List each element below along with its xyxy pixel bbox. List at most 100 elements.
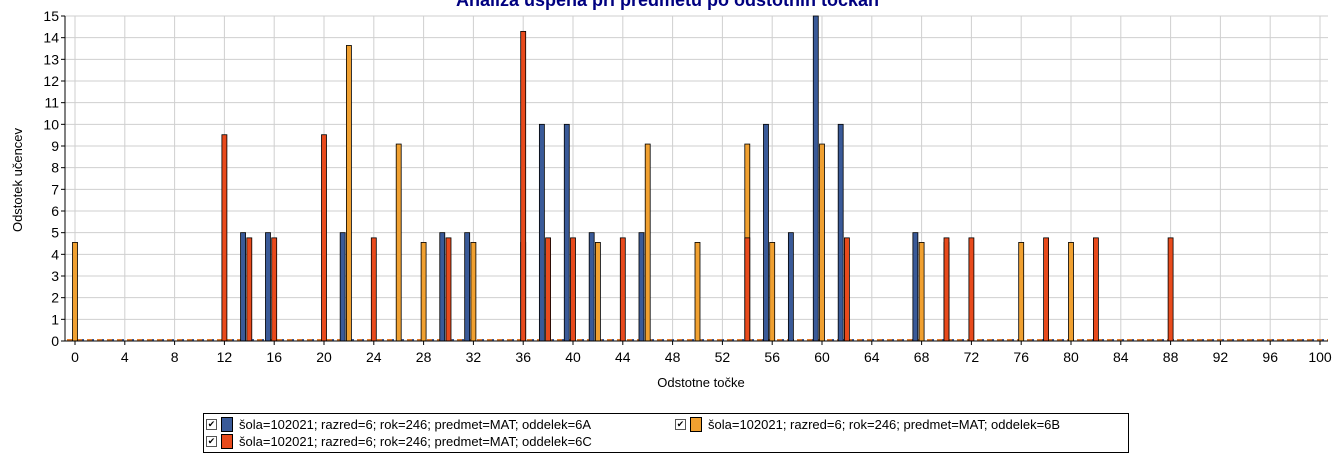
bar bbox=[844, 237, 850, 342]
bar bbox=[439, 232, 446, 342]
bar bbox=[787, 232, 794, 342]
bar bbox=[520, 30, 527, 342]
x-tick-labels: 0 4 8 12 16 20 24 28 32 36 40 44 48 52 56 60 64 68 72 76 80 8… bbox=[71, 349, 1332, 365]
x-tick-label: 16 bbox=[266, 349, 282, 365]
x-tick-label: 20 bbox=[316, 349, 332, 365]
bar bbox=[72, 242, 78, 342]
bar bbox=[370, 237, 377, 342]
x-tick-label: 0 bbox=[71, 349, 79, 365]
y-tick-label: 12 bbox=[43, 73, 59, 89]
bar bbox=[445, 237, 452, 342]
y-tick-label: 11 bbox=[44, 95, 59, 111]
y-tick-label: 2 bbox=[51, 290, 59, 306]
x-tick-label: 24 bbox=[366, 349, 382, 365]
x-tick-label: 44 bbox=[615, 349, 631, 365]
legend-item-6b[interactable]: ✔ šola=102021; razred=6; rok=246; predme… bbox=[675, 416, 1060, 433]
bar bbox=[912, 232, 919, 342]
x-tick-label: 84 bbox=[1113, 349, 1129, 365]
bar bbox=[1018, 242, 1025, 342]
bar bbox=[943, 237, 950, 342]
bar bbox=[588, 232, 595, 342]
bar bbox=[763, 123, 769, 342]
y-tick-label: 13 bbox=[43, 51, 59, 67]
y-tick-label: 9 bbox=[51, 138, 59, 154]
legend-label-6a: šola=102021; razred=6; rok=246; predmet=… bbox=[239, 417, 592, 432]
bar bbox=[470, 242, 477, 342]
legend-swatch-6a bbox=[221, 417, 233, 432]
y-tick-label: 0 bbox=[51, 333, 59, 349]
bar bbox=[395, 143, 402, 342]
x-tick-label: 28 bbox=[416, 349, 432, 365]
bar bbox=[812, 15, 819, 342]
bar bbox=[744, 237, 751, 342]
bar bbox=[570, 237, 576, 342]
bar bbox=[321, 134, 327, 342]
x-tick-label: 64 bbox=[864, 349, 880, 365]
y-tick-label: 1 bbox=[51, 311, 59, 327]
legend-label-6b: šola=102021; razred=6; rok=246; predmet=… bbox=[708, 417, 1061, 432]
x-tick-label: 76 bbox=[1013, 349, 1029, 365]
x-tick-label: 36 bbox=[515, 349, 531, 365]
y-tick-label: 5 bbox=[51, 225, 59, 241]
legend-label-6c: šola=102021; razred=6; rok=246; predmet=… bbox=[239, 434, 592, 449]
bar bbox=[240, 232, 246, 342]
bar bbox=[265, 232, 271, 342]
y-tick-label: 4 bbox=[51, 246, 59, 262]
chart-title: Analiza uspeha pri predmetu po odstotnih… bbox=[455, 0, 880, 10]
bar bbox=[619, 237, 626, 342]
y-tick-label: 8 bbox=[51, 160, 59, 176]
x-tick-label: 68 bbox=[914, 349, 930, 365]
bar bbox=[538, 123, 545, 342]
bar bbox=[246, 237, 253, 342]
bar bbox=[1167, 237, 1174, 342]
x-tick-label: 32 bbox=[466, 349, 482, 365]
bar bbox=[1093, 237, 1099, 342]
legend-checkbox-6c[interactable]: ✔ bbox=[206, 436, 217, 447]
bar bbox=[968, 237, 975, 342]
legend: ✔ šola=102021; razred=6; rok=246; predme… bbox=[203, 413, 1129, 453]
x-tick-label: 88 bbox=[1163, 349, 1179, 365]
legend-item-6a[interactable]: ✔ šola=102021; razred=6; rok=246; predme… bbox=[206, 416, 591, 433]
bar bbox=[918, 242, 925, 342]
bar bbox=[271, 237, 278, 342]
bar bbox=[345, 45, 352, 342]
x-tick-label: 80 bbox=[1063, 349, 1079, 365]
axes bbox=[61, 15, 1328, 345]
bar bbox=[221, 134, 228, 342]
bar bbox=[1068, 242, 1074, 342]
bar bbox=[595, 242, 601, 342]
y-tick-label: 15 bbox=[43, 8, 59, 24]
x-tick-label: 52 bbox=[715, 349, 731, 365]
bar bbox=[1043, 237, 1049, 342]
legend-checkbox-6a[interactable]: ✔ bbox=[206, 419, 217, 430]
x-tick-label: 40 bbox=[565, 349, 581, 365]
x-tick-label: 96 bbox=[1262, 349, 1278, 365]
legend-swatch-6b bbox=[690, 417, 702, 432]
bar bbox=[837, 123, 844, 342]
y-tick-label: 10 bbox=[43, 116, 59, 132]
y-axis-label: Odstotek učencev bbox=[10, 127, 25, 232]
x-tick-label: 4 bbox=[121, 349, 129, 365]
x-tick-label: 8 bbox=[171, 349, 179, 365]
x-tick-label: 100 bbox=[1308, 349, 1332, 365]
x-tick-label: 72 bbox=[964, 349, 980, 365]
bar bbox=[644, 143, 651, 342]
x-axis-label: Odstotne točke bbox=[657, 375, 744, 390]
bar bbox=[638, 232, 645, 342]
bar bbox=[339, 232, 346, 342]
bar bbox=[545, 237, 551, 342]
bar bbox=[420, 242, 427, 342]
bar bbox=[694, 242, 701, 342]
y-tick-label: 7 bbox=[51, 181, 59, 197]
legend-swatch-6c bbox=[221, 434, 233, 449]
y-tick-label: 14 bbox=[43, 30, 59, 46]
x-tick-label: 56 bbox=[764, 349, 780, 365]
legend-item-6c[interactable]: ✔ šola=102021; razred=6; rok=246; predme… bbox=[206, 433, 592, 450]
x-tick-label: 48 bbox=[665, 349, 681, 365]
y-tick-label: 3 bbox=[51, 268, 59, 284]
x-tick-label: 92 bbox=[1213, 349, 1229, 365]
legend-checkbox-6b[interactable]: ✔ bbox=[675, 419, 686, 430]
bar bbox=[563, 123, 570, 342]
